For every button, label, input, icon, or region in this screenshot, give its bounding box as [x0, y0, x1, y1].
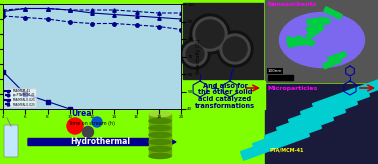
- X-axis label: Time on stream (h): Time on stream (h): [68, 121, 116, 126]
- Circle shape: [67, 118, 83, 134]
- Text: PTA/MCM-41: PTA/MCM-41: [269, 148, 304, 153]
- Polygon shape: [288, 39, 306, 47]
- Circle shape: [220, 34, 250, 64]
- Circle shape: [217, 31, 253, 67]
- Polygon shape: [306, 19, 324, 33]
- Polygon shape: [324, 7, 342, 19]
- Polygon shape: [240, 128, 310, 160]
- Circle shape: [193, 17, 227, 51]
- PTA/MSN-0.025: [112, 13, 116, 15]
- PTA/MSN-0.025: [45, 8, 50, 10]
- Y-axis label: Selectivity (%): Selectivity (%): [197, 39, 201, 74]
- cp-PTA/MCM-41: [45, 18, 50, 20]
- PTA/MSN-0.025: [1, 10, 5, 12]
- Text: Nanosorbents: Nanosorbents: [267, 2, 316, 7]
- Polygon shape: [288, 96, 358, 128]
- PTA/MSN-0.025: [45, 8, 50, 10]
- Polygon shape: [306, 25, 324, 39]
- Text: And also for
the other solid
acid catalyzed
transformations: And also for the other solid acid cataly…: [195, 82, 255, 110]
- Text: 100nm: 100nm: [268, 69, 282, 73]
- Polygon shape: [307, 17, 325, 25]
- Polygon shape: [265, 112, 333, 144]
- Polygon shape: [277, 104, 345, 136]
- PTA/MSN-0.025: [179, 18, 183, 20]
- Ellipse shape: [149, 154, 171, 158]
- Bar: [3, 4, 181, 109]
- PTA/MSN-0.025: [90, 9, 94, 11]
- Ellipse shape: [279, 12, 364, 68]
- Polygon shape: [253, 120, 321, 152]
- cp-PTA/MCM-41: [23, 17, 28, 19]
- Text: Hydrothermal: Hydrothermal: [70, 137, 130, 146]
- PTA/MSN-0.025: [90, 12, 94, 14]
- Legend: PTA/MCM-41, cp-PTA/MCM-41, PTA/MSN-0.025, PTA/MSN-0.025: PTA/MCM-41, cp-PTA/MCM-41, PTA/MSN-0.025…: [5, 88, 36, 107]
- PTA/MCM-41: [179, 126, 183, 128]
- Ellipse shape: [149, 125, 171, 131]
- Ellipse shape: [149, 146, 171, 152]
- Circle shape: [92, 117, 102, 127]
- Bar: [183, 3, 263, 79]
- Ellipse shape: [149, 133, 171, 137]
- Polygon shape: [301, 88, 369, 120]
- PTA/MSN-0.025: [23, 8, 28, 10]
- Ellipse shape: [149, 112, 171, 116]
- Line: PTA/MCM-41: PTA/MCM-41: [1, 70, 183, 129]
- Ellipse shape: [149, 119, 171, 123]
- PTA/MCM-41: [23, 93, 28, 95]
- Text: Urea: Urea: [72, 110, 92, 119]
- Bar: [265, 0, 378, 82]
- PTA/MSN-0.025: [156, 12, 161, 14]
- FancyArrow shape: [28, 137, 176, 147]
- cp-PTA/MCM-41: [68, 21, 72, 23]
- PTA/MSN-0.025: [68, 9, 72, 11]
- PTA/MSN-0.025: [179, 12, 183, 14]
- Circle shape: [196, 20, 224, 48]
- Circle shape: [180, 39, 210, 69]
- PTA/MCM-41: [45, 101, 50, 102]
- FancyBboxPatch shape: [4, 125, 18, 157]
- PTA/MSN-0.025: [1, 9, 5, 11]
- PTA/MSN-0.025: [134, 10, 139, 12]
- Text: +: +: [210, 82, 220, 94]
- Polygon shape: [312, 18, 330, 28]
- PTA/MSN-0.025: [156, 17, 161, 19]
- Polygon shape: [313, 80, 378, 112]
- Bar: [149, 114, 171, 156]
- Bar: [185, 81, 265, 109]
- Bar: [268, 75, 293, 80]
- PTA/MCM-41: [90, 111, 94, 113]
- cp-PTA/MCM-41: [179, 29, 183, 31]
- Circle shape: [186, 45, 204, 63]
- cp-PTA/MCM-41: [112, 22, 116, 24]
- Polygon shape: [296, 36, 314, 46]
- cp-PTA/MCM-41: [156, 26, 161, 28]
- Bar: [265, 84, 378, 164]
- Polygon shape: [287, 37, 305, 45]
- Circle shape: [190, 14, 230, 54]
- Ellipse shape: [149, 140, 171, 144]
- Polygon shape: [323, 57, 341, 69]
- PTA/MSN-0.025: [134, 15, 139, 17]
- PTA/MCM-41: [156, 123, 161, 125]
- Line: PTA/MSN-0.025: PTA/MSN-0.025: [1, 7, 183, 15]
- PTA/MCM-41: [68, 108, 72, 110]
- PTA/MCM-41: [1, 71, 5, 72]
- PTA/MSN-0.025: [68, 9, 72, 11]
- PTA/MCM-41: [112, 115, 116, 117]
- Circle shape: [183, 42, 207, 66]
- Line: PTA/MSN-0.025: PTA/MSN-0.025: [1, 7, 183, 21]
- Circle shape: [82, 126, 93, 137]
- Line: cp-PTA/MCM-41: cp-PTA/MCM-41: [1, 14, 183, 31]
- Circle shape: [223, 37, 247, 61]
- PTA/MSN-0.025: [23, 8, 28, 10]
- PTA/MSN-0.025: [112, 9, 116, 11]
- cp-PTA/MCM-41: [134, 24, 139, 26]
- Polygon shape: [328, 51, 346, 62]
- cp-PTA/MCM-41: [1, 15, 5, 17]
- cp-PTA/MCM-41: [90, 22, 94, 24]
- Text: Microparticles: Microparticles: [267, 86, 317, 91]
- PTA/MCM-41: [134, 120, 139, 122]
